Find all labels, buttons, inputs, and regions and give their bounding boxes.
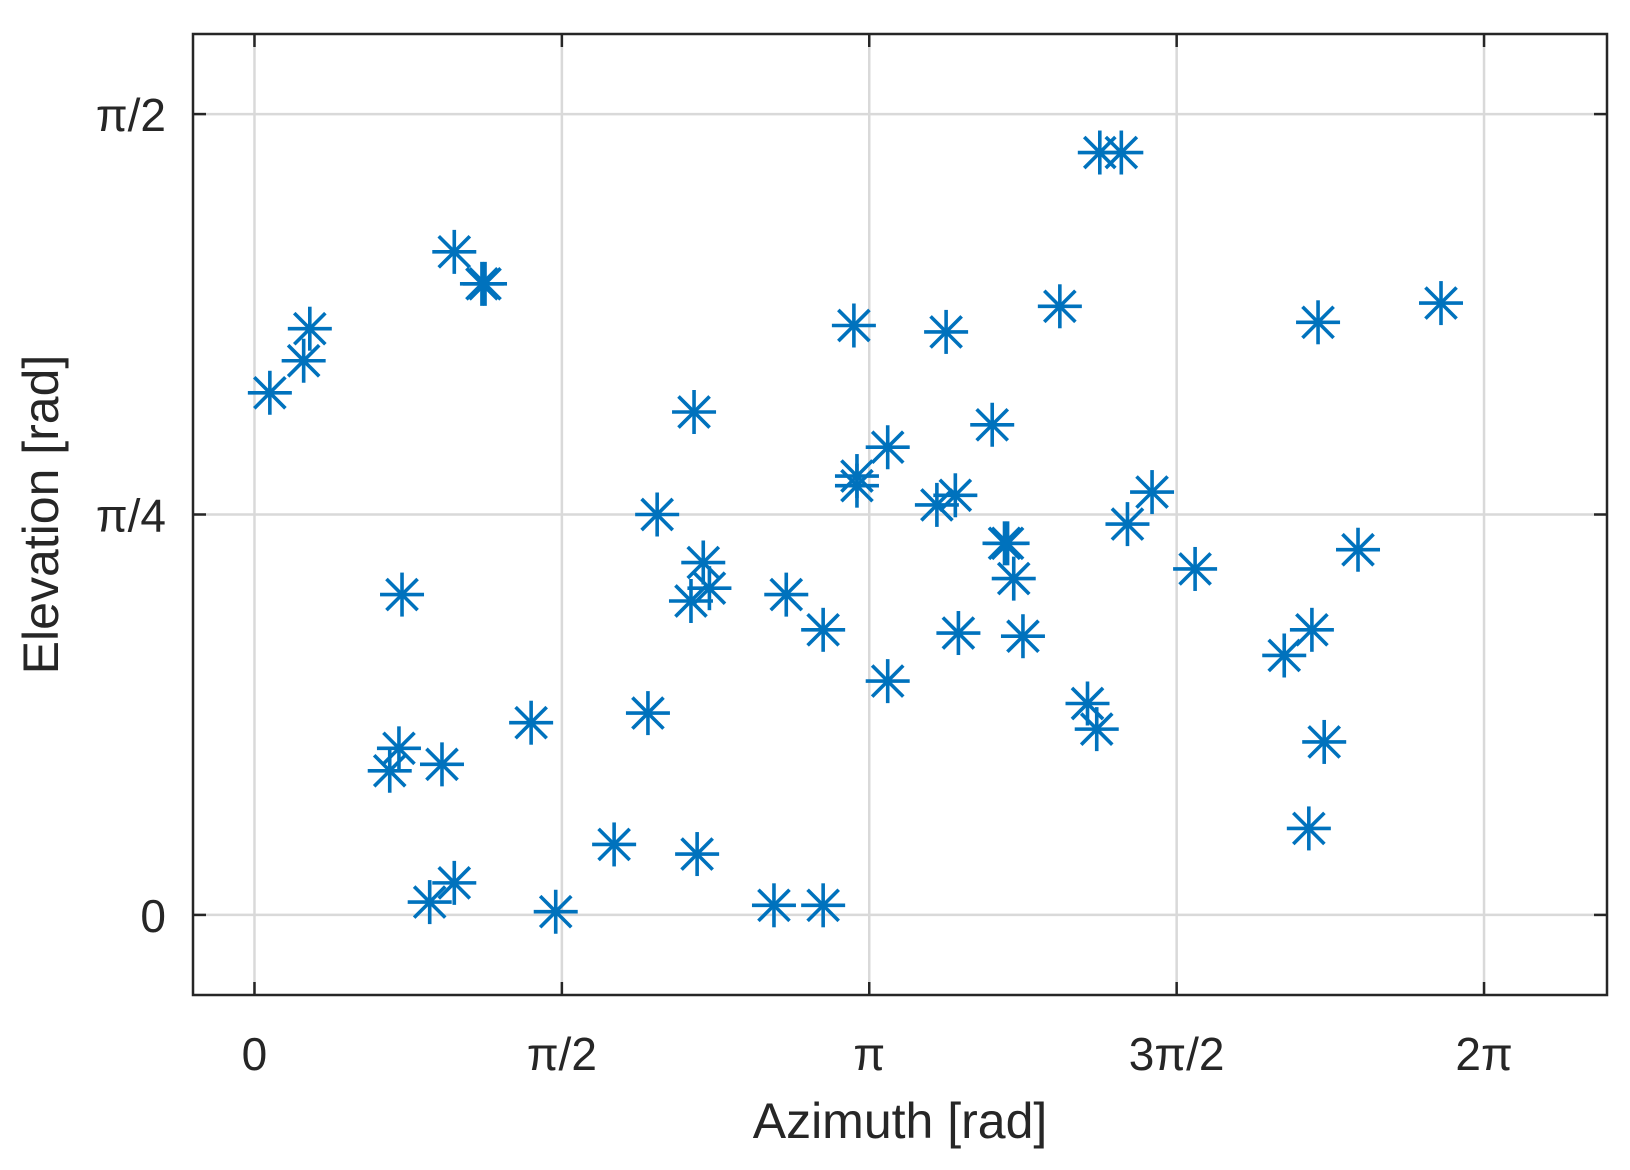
data-point [281, 338, 326, 383]
data-point [432, 860, 477, 905]
x-tick-label: π [853, 1028, 885, 1080]
data-point [247, 370, 292, 415]
data-point [1099, 130, 1144, 175]
data-point [668, 578, 713, 623]
data-points [247, 130, 1464, 934]
tick-labels: 0 π/2 π 3π/2 2π 0 π/4 π/2 [96, 89, 1513, 1080]
data-point [1286, 806, 1331, 851]
data-point [687, 566, 732, 611]
x-tick-label: π/2 [527, 1028, 597, 1080]
data-point [865, 425, 910, 470]
x-tick-label: 0 [242, 1028, 268, 1080]
data-point [1419, 281, 1464, 326]
data-point [625, 691, 670, 736]
x-tick-label: 2π [1455, 1028, 1512, 1080]
data-point [635, 492, 680, 537]
data-point [936, 611, 981, 656]
data-point [970, 402, 1015, 447]
data-point [751, 883, 796, 928]
data-point [914, 482, 959, 527]
data-point [831, 303, 876, 348]
data-point [1296, 300, 1341, 345]
data-point [1105, 502, 1150, 547]
data-point [681, 540, 726, 585]
data-point [675, 832, 720, 877]
x-axis-label: Azimuth [rad] [753, 1093, 1048, 1149]
data-point [1037, 284, 1082, 329]
data-point [533, 889, 578, 934]
y-tick-label: π/4 [96, 490, 166, 542]
data-point [924, 309, 969, 354]
data-point [509, 700, 554, 745]
data-point [1130, 470, 1175, 515]
data-point [367, 748, 412, 793]
data-point [463, 261, 508, 306]
data-point [834, 463, 879, 508]
y-tick-label: 0 [140, 890, 166, 942]
data-point [933, 473, 978, 518]
y-axis-label: Elevation [rad] [13, 355, 69, 675]
x-tick-label: 3π/2 [1129, 1028, 1225, 1080]
data-point [407, 880, 452, 925]
data-point [287, 306, 332, 351]
data-point [1173, 546, 1218, 591]
data-point [592, 822, 637, 867]
plot-frame [191, 32, 1609, 997]
grid-lines [193, 34, 1607, 995]
data-point [380, 572, 425, 617]
data-point [801, 607, 846, 652]
data-point [801, 883, 846, 928]
data-point [432, 229, 477, 274]
data-point [764, 572, 809, 617]
data-point [1289, 607, 1334, 652]
data-point [1262, 633, 1307, 678]
data-point [985, 521, 1030, 566]
axis-ticks [193, 34, 1607, 995]
data-point [1000, 614, 1045, 659]
data-point [991, 556, 1036, 601]
data-point [865, 659, 910, 704]
data-point [1302, 719, 1347, 764]
data-point [1074, 707, 1119, 752]
data-point [419, 742, 464, 787]
data-point [1336, 527, 1381, 572]
data-point [672, 389, 717, 434]
y-tick-label: π/2 [96, 89, 166, 141]
